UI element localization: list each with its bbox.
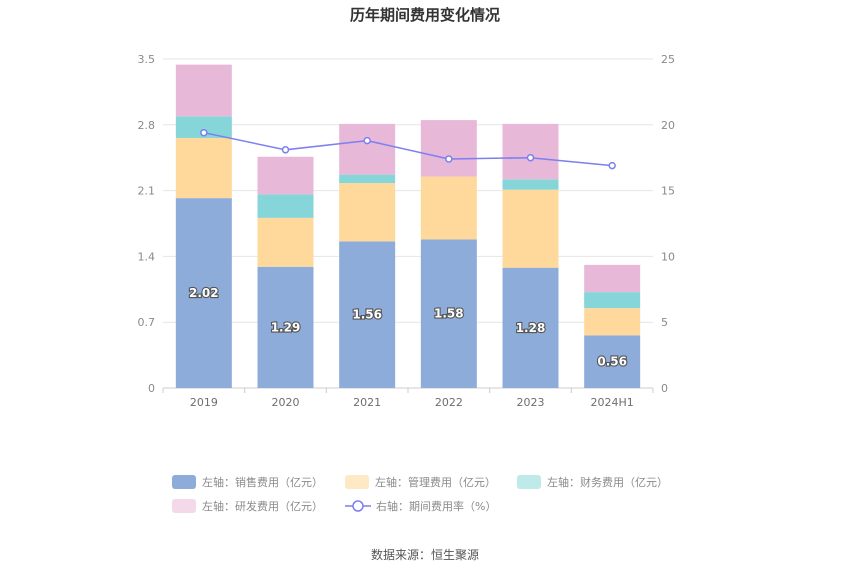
rate-point (608, 161, 616, 170)
x-tick-label: 2019 (190, 396, 218, 409)
bar-value-label: 1.56 (352, 308, 382, 322)
bar-segment (175, 116, 232, 138)
bar-segment (584, 292, 641, 309)
bar-segment (420, 239, 477, 388)
left-axis-ticks: 0 0.7 1.4 2.1 2.8 3.5 (138, 53, 156, 395)
x-tick-label: 2020 (272, 396, 300, 409)
left-tick-label: 2.1 (138, 185, 156, 198)
bar-segment (584, 308, 641, 336)
rate-point (281, 146, 290, 154)
legend-swatch (517, 475, 541, 489)
x-axis: 2019 2020 2021 2022 2023 2024H1 (162, 388, 654, 409)
bar-segment (175, 137, 232, 199)
bar-segment (584, 264, 641, 293)
left-tick-label: 0.7 (138, 316, 156, 329)
right-tick-label: 10 (661, 250, 675, 263)
legend-label: 左轴：财务费用（亿元） (547, 475, 668, 489)
bar-segment (175, 64, 232, 117)
bar-segment (502, 123, 559, 180)
bar-segment (257, 194, 314, 218)
bar-segment (502, 179, 559, 190)
bar-value-label: 1.58 (434, 307, 464, 321)
right-tick-label: 25 (661, 53, 675, 66)
bar-segment (175, 198, 232, 388)
x-tick-label: 2024H1 (591, 396, 634, 409)
left-tick-label: 0 (148, 382, 155, 395)
legend-point-marker (352, 500, 364, 512)
rate-point (526, 153, 535, 162)
bar-labels: 2.02 1.29 1.56 1.58 1.28 0.56 (188, 285, 628, 370)
bar-value-label: 0.56 (597, 355, 627, 369)
left-tick-label: 1.4 (138, 250, 156, 263)
bar-segment (339, 241, 396, 388)
legend-label: 左轴：管理费用（亿元） (375, 475, 496, 489)
x-tick-label: 2023 (517, 396, 545, 409)
source-note: 数据来源：恒生聚源 (371, 547, 479, 562)
bar-segment (339, 123, 396, 175)
bar-segment (502, 267, 559, 388)
rate-point (445, 155, 453, 163)
right-tick-label: 5 (661, 316, 668, 329)
rate-point (200, 128, 208, 137)
bar-value-label: 1.28 (516, 321, 546, 335)
legend-label: 右轴：期间费用率（%） (376, 499, 496, 513)
right-tick-label: 20 (661, 119, 675, 132)
bar-segment (257, 266, 314, 388)
x-tick-label: 2021 (353, 396, 381, 409)
bar-segment (584, 335, 641, 388)
bar-segment (339, 183, 396, 242)
right-tick-label: 0 (661, 382, 668, 395)
chart-title: 历年期间费用变化情况 (350, 6, 500, 24)
rate-line-series (200, 128, 616, 170)
bar-value-label: 2.02 (189, 286, 219, 300)
grid-lines (163, 58, 653, 389)
legend: 左轴：销售费用（亿元） 左轴：管理费用（亿元） 左轴：财务费用（亿元） 左轴：研发费用… (172, 475, 668, 513)
legend-label: 左轴：销售费用（亿元） (202, 475, 323, 489)
rate-line (203, 131, 613, 167)
bar-segment (420, 120, 477, 177)
right-tick-label: 15 (661, 185, 675, 198)
bar-series (175, 64, 641, 388)
right-axis-ticks: 0 5 10 15 20 25 (661, 53, 675, 395)
bar-segment (420, 176, 477, 240)
bar-segment (257, 217, 314, 267)
legend-swatch (345, 475, 369, 489)
bar-segment (257, 156, 314, 195)
legend-swatch (172, 475, 196, 489)
rate-point (363, 136, 371, 145)
left-tick-label: 2.8 (138, 119, 156, 132)
left-tick-label: 3.5 (138, 53, 156, 66)
bar-value-label: 1.29 (271, 320, 301, 334)
bar-segment (502, 189, 559, 268)
legend-swatch (172, 499, 196, 513)
bar-segment (339, 174, 396, 184)
legend-label: 左轴：研发费用（亿元） (202, 499, 323, 513)
x-tick-label: 2022 (435, 396, 463, 409)
